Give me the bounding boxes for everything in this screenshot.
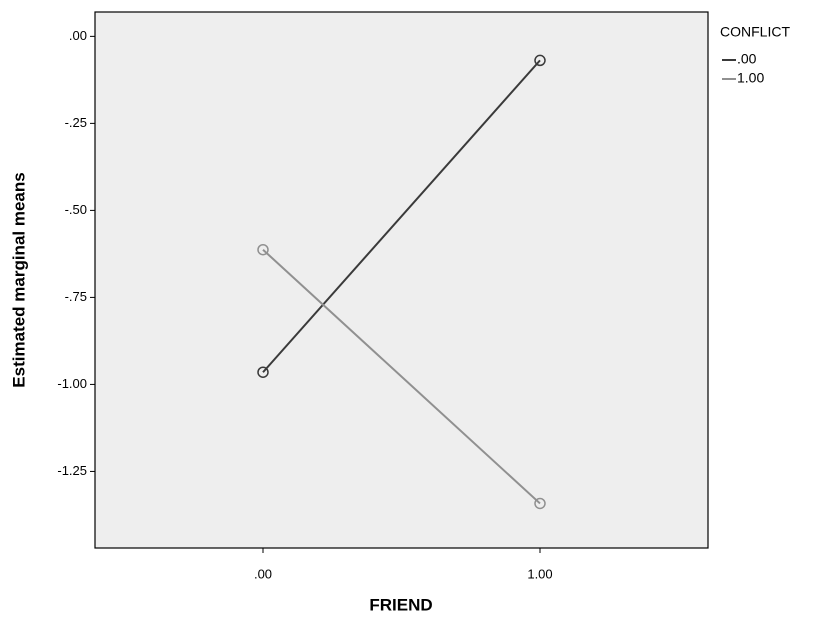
legend-label: 1.00 [737,70,764,86]
x-tick-label: .00 [254,566,272,581]
x-axis-title: FRIEND [369,595,432,614]
y-axis-title: Estimated marginal means [9,172,28,387]
legend-label: .00 [737,51,757,67]
y-tick-label: -.75 [65,289,87,304]
point-marker [534,497,546,510]
y-tick-label: -1.25 [57,463,87,478]
point-marker [257,243,269,256]
x-tick-label: 1.00 [527,566,552,581]
y-tick-label: -.25 [65,115,87,130]
y-tick-label: -.50 [65,202,87,217]
series-line [262,59,541,373]
plot-area [94,11,709,549]
series-line [262,248,541,505]
y-tick-label: .00 [69,28,87,43]
legend-title: CONFLICT [720,24,790,40]
point-marker [257,366,269,378]
point-marker [534,54,546,67]
y-tick-label: -1.00 [57,376,87,391]
